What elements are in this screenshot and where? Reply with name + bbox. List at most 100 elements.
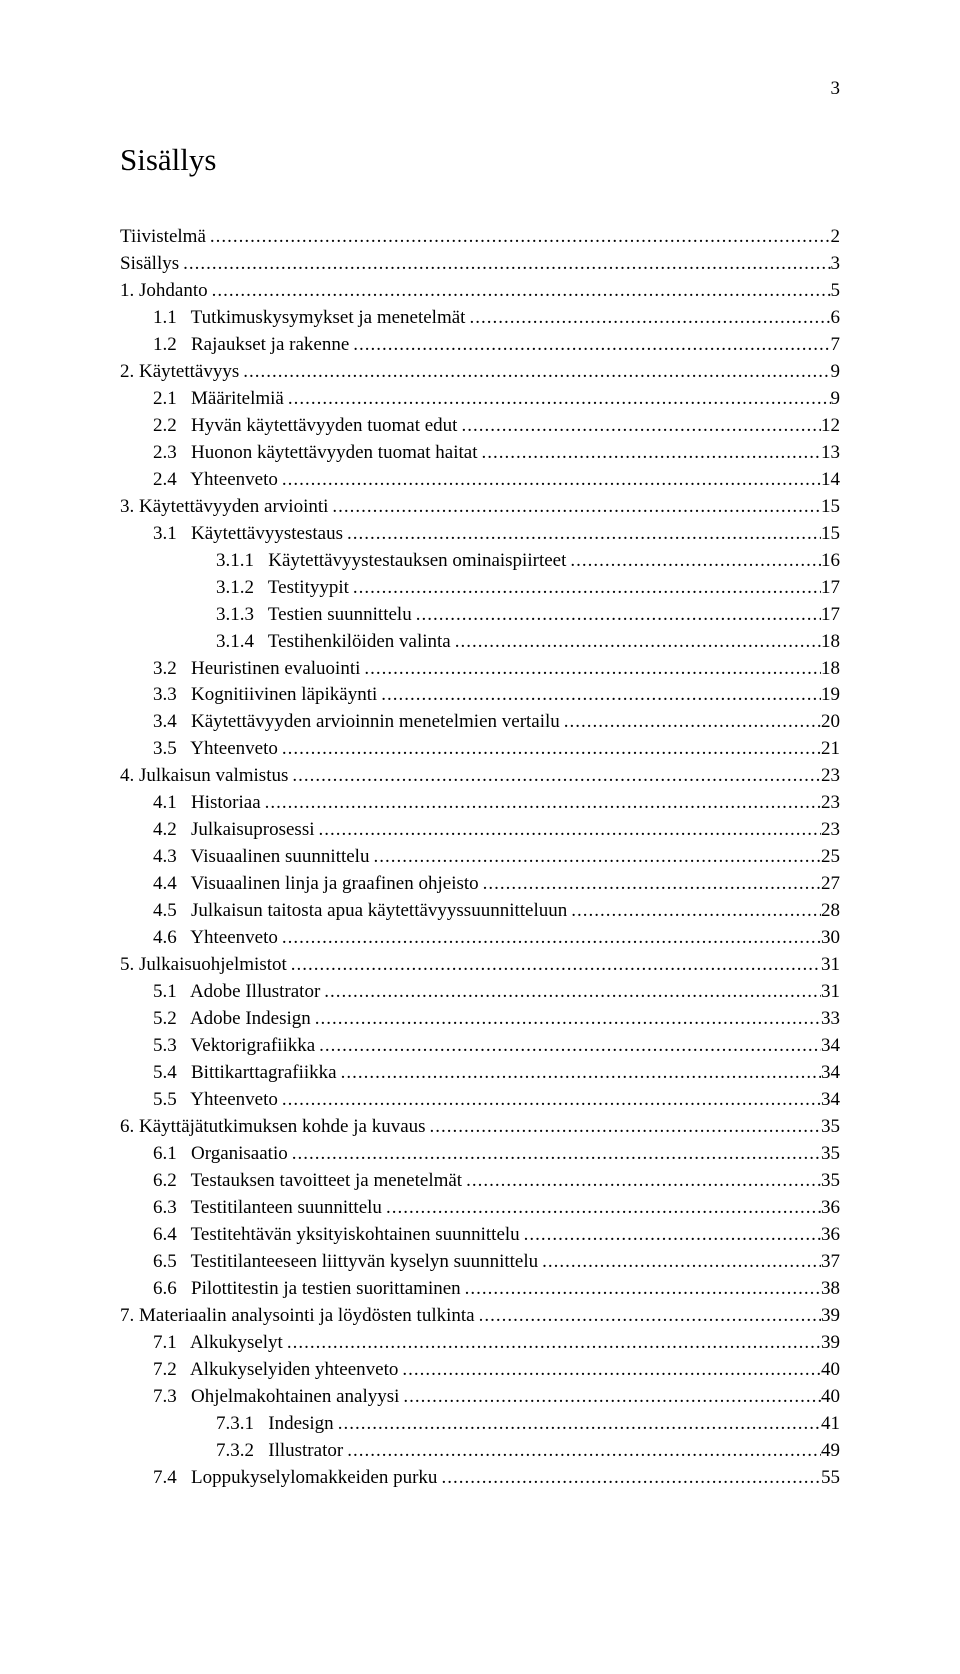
toc-entry-page: 40	[821, 1357, 840, 1384]
toc-entry-label: 3.1.3 Testien suunnittelu	[216, 602, 412, 629]
toc-entry-label: Tiivistelmä	[120, 224, 206, 251]
toc-entry-label: 2.2 Hyvän käytettävyyden tuomat edut	[153, 413, 457, 440]
toc-entry-page: 41	[821, 1411, 840, 1438]
toc-leader: ........................................…	[478, 440, 821, 467]
toc-entry-label: 5.4 Bittikarttagrafiikka	[153, 1060, 337, 1087]
toc-entry: 7. Materiaalin analysointi ja löydösten …	[120, 1303, 840, 1330]
toc-entry-label: 1. Johdanto	[120, 278, 208, 305]
toc-entry: 2. Käytettävyys.........................…	[120, 359, 840, 386]
toc-entry: 6. Käyttäjätutkimuksen kohde ja kuvaus..…	[120, 1114, 840, 1141]
toc-entry-label: 3.1 Käytettävyystestaus	[153, 521, 343, 548]
toc-entry-page: 18	[821, 656, 840, 683]
toc-entry-page: 14	[821, 467, 840, 494]
document-page: 3 Sisällys Tiivistelmä..................…	[0, 0, 960, 1674]
toc-entry-label: 7.3 Ohjelmakohtainen analyysi	[153, 1384, 399, 1411]
toc-entry-label: 5.5 Yhteenveto	[153, 1087, 278, 1114]
toc-leader: ........................................…	[206, 224, 831, 251]
toc-entry: 3.5 Yhteenveto..........................…	[120, 736, 840, 763]
toc-entry: 4.4 Visuaalinen linja ja graafinen ohjei…	[120, 871, 840, 898]
toc-entry-page: 21	[821, 736, 840, 763]
toc-leader: ........................................…	[315, 817, 822, 844]
toc-entry: 1.1 Tutkimuskysymykset ja menetelmät....…	[120, 305, 840, 332]
toc-leader: ........................................…	[566, 548, 821, 575]
toc-entry-label: 3.4 Käytettävyyden arvioinnin menetelmie…	[153, 709, 560, 736]
toc-leader: ........................................…	[343, 1438, 821, 1465]
toc-entry: 3.3 Kognitiivinen läpikäynti............…	[120, 682, 840, 709]
toc-entry-page: 25	[821, 844, 840, 871]
toc-leader: ........................................…	[349, 332, 830, 359]
toc-leader: ........................................…	[349, 575, 821, 602]
toc-entry-page: 38	[821, 1276, 840, 1303]
toc-entry-page: 36	[821, 1222, 840, 1249]
toc-entry-label: 6.6 Pilottitestin ja testien suorittamin…	[153, 1276, 461, 1303]
toc-entry-page: 16	[821, 548, 840, 575]
toc-entry: 5. Julkaisuohjelmistot..................…	[120, 952, 840, 979]
toc-entry: 1. Johdanto.............................…	[120, 278, 840, 305]
toc-leader: ........................................…	[179, 251, 830, 278]
toc-entry-page: 55	[821, 1465, 840, 1492]
toc-entry-label: 7.3.1 Indesign	[216, 1411, 334, 1438]
toc-entry-label: 5.1 Adobe Illustrator	[153, 979, 320, 1006]
toc-entry-page: 9	[831, 386, 841, 413]
toc-entry-label: 3.2 Heuristinen evaluointi	[153, 656, 360, 683]
toc-entry-page: 12	[821, 413, 840, 440]
toc-entry: 3. Käytettävyyden arviointi.............…	[120, 494, 840, 521]
toc-entry-page: 18	[821, 629, 840, 656]
toc-entry-page: 31	[821, 952, 840, 979]
toc-leader: ........................................…	[426, 1114, 821, 1141]
toc-entry: 5.4 Bittikarttagrafiikka................…	[120, 1060, 840, 1087]
toc-entry-label: 2.3 Huonon käytettävyyden tuomat haitat	[153, 440, 478, 467]
toc-entry-page: 30	[821, 925, 840, 952]
toc-entry-label: 2. Käytettävyys	[120, 359, 239, 386]
toc-leader: ........................................…	[284, 386, 831, 413]
toc-entry-label: 6. Käyttäjätutkimuksen kohde ja kuvaus	[120, 1114, 426, 1141]
toc-entry: 4.2 Julkaisuprosessi....................…	[120, 817, 840, 844]
toc-entry: 5.1 Adobe Illustrator...................…	[120, 979, 840, 1006]
toc-entry-page: 37	[821, 1249, 840, 1276]
toc-leader: ........................................…	[560, 709, 821, 736]
toc-entry-page: 34	[821, 1060, 840, 1087]
toc-entry-label: 3.1.4 Testihenkilöiden valinta	[216, 629, 451, 656]
toc-entry-label: 6.3 Testitilanteen suunnittelu	[153, 1195, 382, 1222]
toc-leader: ........................................…	[567, 898, 821, 925]
toc-entry-label: 4.2 Julkaisuprosessi	[153, 817, 315, 844]
toc-entry: 4.3 Visuaalinen suunnittelu.............…	[120, 844, 840, 871]
toc-entry-label: 3.1.1 Käytettävyystestauksen ominaispiir…	[216, 548, 566, 575]
toc-leader: ........................................…	[208, 278, 831, 305]
toc-entry-label: Sisällys	[120, 251, 179, 278]
toc-leader: ........................................…	[382, 1195, 821, 1222]
toc-leader: ........................................…	[288, 1141, 821, 1168]
toc-entry-page: 23	[821, 817, 840, 844]
toc-leader: ........................................…	[337, 1060, 821, 1087]
toc-leader: ........................................…	[461, 1276, 821, 1303]
toc-entry: 7.1 Alkukyselyt.........................…	[120, 1330, 840, 1357]
toc-entry-label: 3.5 Yhteenveto	[153, 736, 278, 763]
toc-entry: 4.6 Yhteenveto..........................…	[120, 925, 840, 952]
toc-entry: 7.3.2 Illustrator.......................…	[120, 1438, 840, 1465]
toc-entry: 6.1 Organisaatio........................…	[120, 1141, 840, 1168]
toc-entry: 4. Julkaisun valmistus..................…	[120, 763, 840, 790]
toc-entry: 3.1.1 Käytettävyystestauksen ominaispiir…	[120, 548, 840, 575]
toc-title: Sisällys	[120, 142, 840, 178]
toc-entry: Tiivistelmä.............................…	[120, 224, 840, 251]
toc-entry-page: 39	[821, 1303, 840, 1330]
page-number: 3	[831, 78, 841, 100]
toc-entry-label: 3.1.2 Testityypit	[216, 575, 349, 602]
toc-entry: 1.2 Rajaukset ja rakenne................…	[120, 332, 840, 359]
toc-leader: ........................................…	[288, 763, 821, 790]
toc-entry: 3.4 Käytettävyyden arvioinnin menetelmie…	[120, 709, 840, 736]
toc-entry-page: 49	[821, 1438, 840, 1465]
toc-leader: ........................................…	[328, 494, 821, 521]
toc-entry: 2.2 Hyvän käytettävyyden tuomat edut....…	[120, 413, 840, 440]
toc-entry: 2.4 Yhteenveto..........................…	[120, 467, 840, 494]
toc-leader: ........................................…	[538, 1249, 821, 1276]
toc-entry-page: 17	[821, 602, 840, 629]
toc-entry-page: 27	[821, 871, 840, 898]
toc-leader: ........................................…	[278, 467, 821, 494]
toc-entry-label: 1.2 Rajaukset ja rakenne	[153, 332, 349, 359]
toc-leader: ........................................…	[369, 844, 821, 871]
toc-entry-page: 35	[821, 1141, 840, 1168]
toc-leader: ........................................…	[399, 1384, 821, 1411]
toc-entry-page: 34	[821, 1087, 840, 1114]
toc-entry-page: 35	[821, 1168, 840, 1195]
